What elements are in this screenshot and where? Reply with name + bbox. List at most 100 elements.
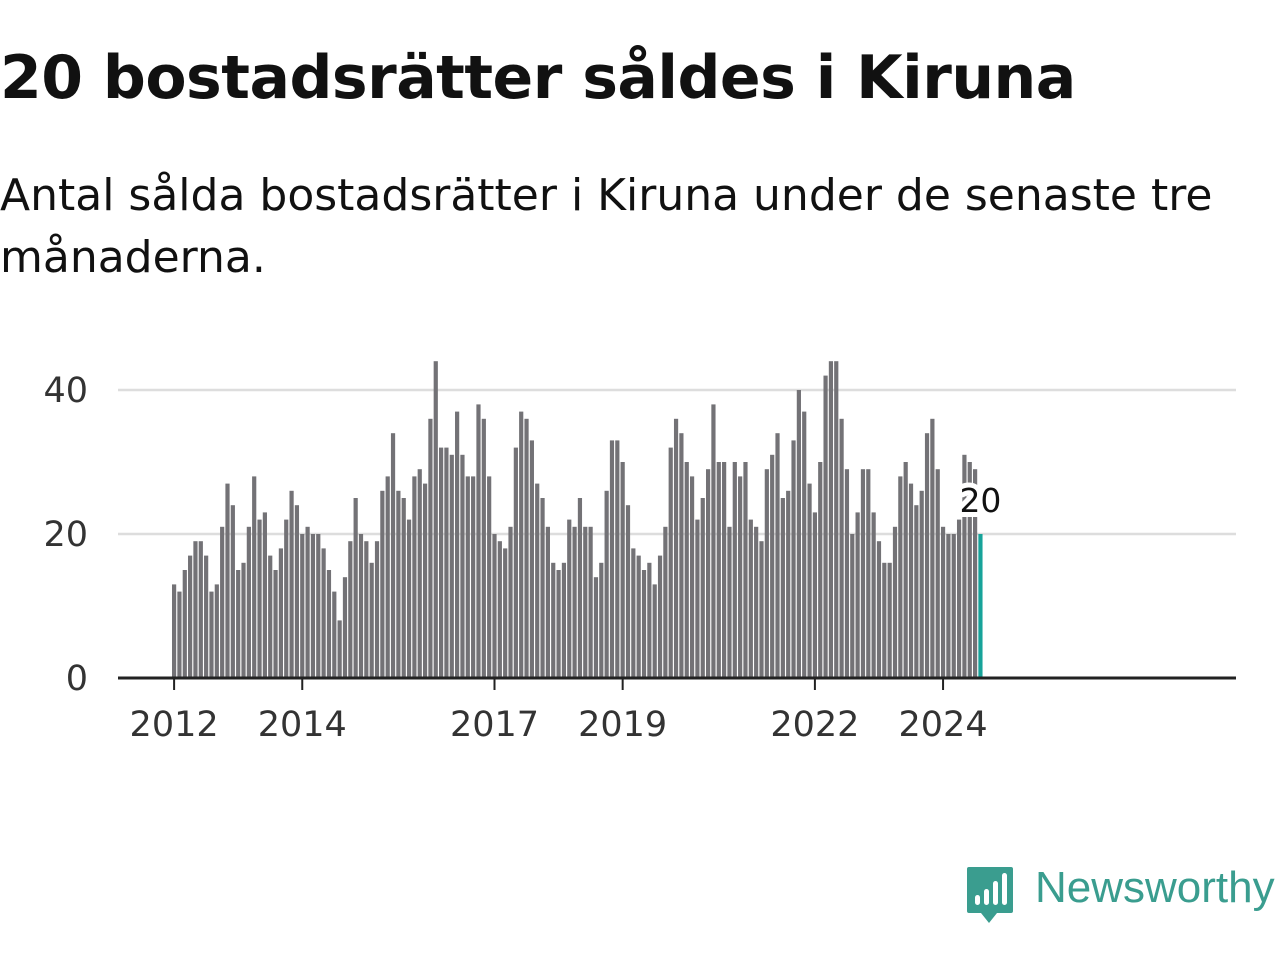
bar [786, 490, 791, 678]
bar [332, 591, 337, 678]
x-tick-label: 2012 [130, 705, 219, 745]
bar [593, 577, 599, 678]
bar [647, 562, 652, 678]
bar [663, 526, 668, 678]
x-tick-label: 2019 [578, 705, 667, 745]
bar [855, 512, 860, 678]
bar [209, 591, 214, 678]
bar [956, 519, 962, 678]
x-tick-label: 2022 [770, 705, 859, 745]
bar [193, 541, 198, 678]
bar [572, 526, 577, 678]
bar [759, 541, 764, 678]
bar [433, 361, 438, 678]
bar [652, 584, 657, 678]
bar [262, 512, 267, 678]
bar [348, 541, 353, 678]
bar [508, 526, 513, 678]
bar [951, 534, 956, 678]
bar [487, 476, 492, 678]
bar [412, 476, 417, 678]
bar [406, 519, 412, 678]
bar [722, 462, 727, 678]
bar [268, 555, 273, 678]
bar-chart: 0 20 40 2012 2014 2017 2019 2022 2024 20 [43, 361, 1236, 745]
bar [898, 476, 903, 678]
bar [561, 562, 567, 678]
bar [305, 526, 310, 678]
bar [834, 361, 839, 678]
bar [823, 375, 828, 678]
bar [476, 404, 481, 678]
bar [513, 447, 518, 678]
bar [390, 433, 396, 678]
bar [946, 534, 951, 678]
bar [310, 534, 316, 678]
chart-title: 20 bostadsrätter såldes i Kiruna [0, 43, 1076, 113]
bar [182, 570, 187, 678]
bar [668, 447, 673, 678]
bar [551, 562, 556, 678]
newsworthy-logo-icon [967, 867, 1013, 923]
bar [188, 555, 193, 678]
bar [657, 555, 663, 678]
bar [812, 512, 817, 678]
bar [316, 534, 321, 678]
y-axis-labels: 0 20 40 [43, 371, 88, 699]
bar [924, 433, 930, 678]
bar [364, 541, 369, 678]
bar [369, 562, 374, 678]
bar [358, 534, 364, 678]
bar [807, 483, 812, 678]
bar [940, 526, 946, 678]
bar [887, 562, 892, 678]
bar [204, 555, 209, 678]
bar [700, 498, 705, 678]
bar [844, 469, 850, 678]
bar [471, 476, 476, 678]
bar [738, 476, 743, 678]
bar [577, 498, 583, 678]
bar [177, 591, 182, 678]
x-tick-label: 2017 [450, 705, 539, 745]
bars [172, 361, 983, 678]
bar [706, 469, 711, 678]
x-axis [118, 676, 1236, 690]
bar [300, 534, 305, 678]
bar [620, 462, 625, 678]
bar [631, 548, 636, 678]
bar [284, 519, 289, 678]
bar [636, 555, 641, 678]
bar [326, 570, 332, 678]
bar [828, 361, 834, 678]
bar [401, 498, 406, 678]
bar [252, 476, 257, 678]
bar [882, 562, 887, 678]
y-tick-label: 20 [43, 515, 88, 555]
bar [689, 476, 695, 678]
bar [930, 418, 935, 678]
bar [599, 562, 604, 678]
bar [973, 469, 978, 678]
bar [588, 526, 593, 678]
bar [417, 469, 422, 678]
bar [914, 505, 919, 678]
bar [732, 462, 737, 678]
bar [818, 462, 823, 678]
y-tick-label: 0 [66, 659, 88, 699]
bar [449, 454, 454, 678]
bar [460, 454, 465, 678]
bar-latest [978, 534, 983, 678]
bar [503, 548, 508, 678]
bar [278, 548, 283, 678]
bar [695, 519, 700, 678]
bar [439, 447, 444, 678]
bar [273, 570, 278, 678]
bar [342, 577, 348, 678]
bar [529, 440, 534, 678]
bar [198, 541, 203, 678]
bar [625, 505, 631, 678]
x-tick-label: 2014 [258, 705, 347, 745]
bar [246, 526, 251, 678]
bar [935, 469, 940, 678]
